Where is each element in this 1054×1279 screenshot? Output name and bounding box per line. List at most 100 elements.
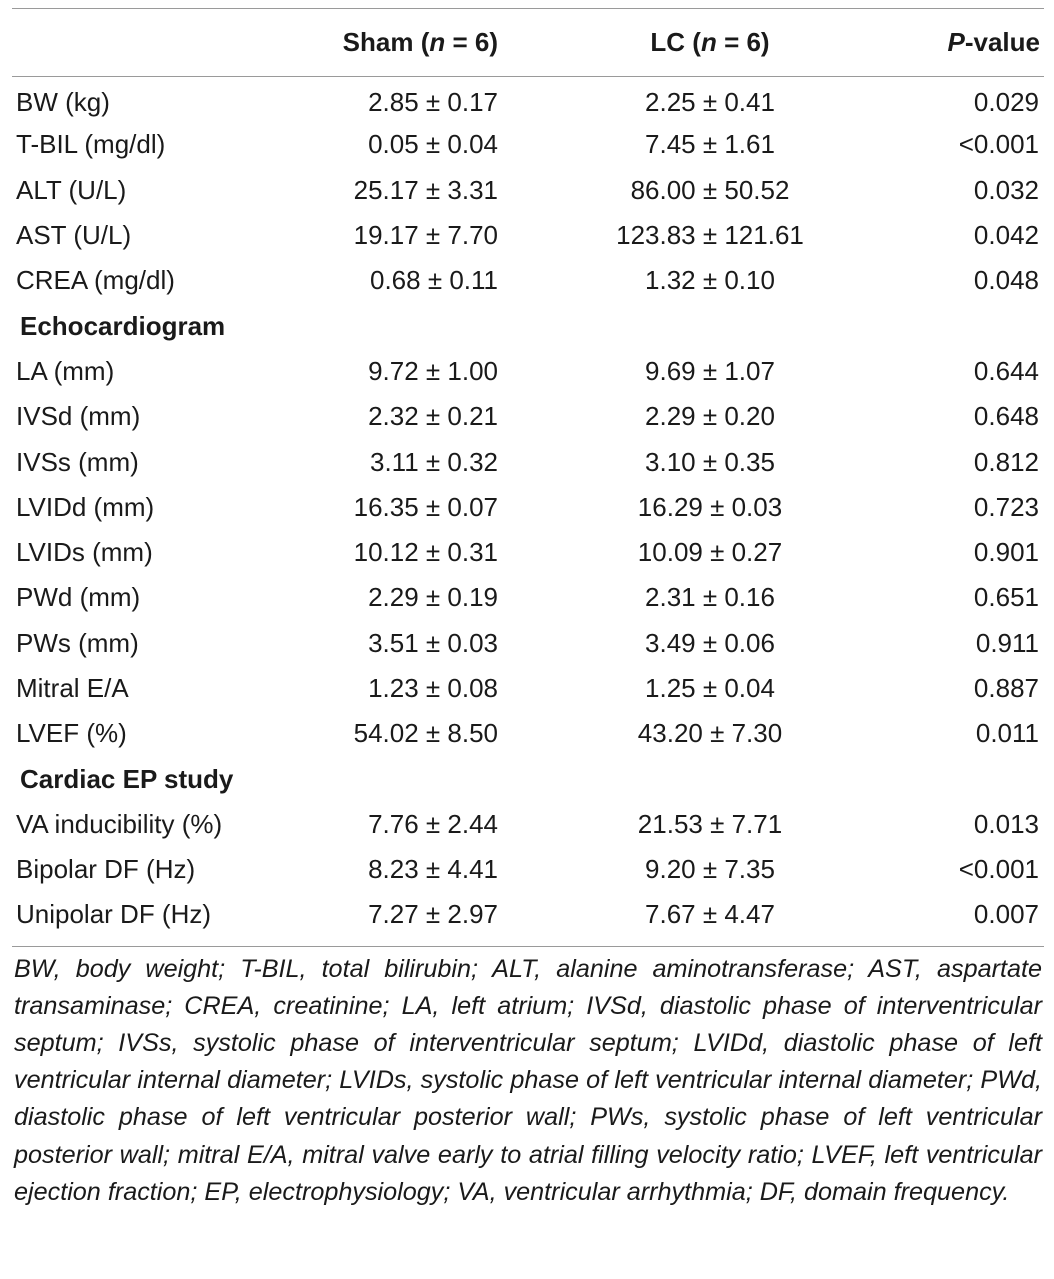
top-rule xyxy=(12,8,1044,9)
table-row: BW (kg) 2.85 ± 0.17 2.25 ± 0.41 0.029 xyxy=(12,77,1044,122)
header-p-value: P-value xyxy=(947,27,1041,57)
p-value: <0.001 xyxy=(958,854,1039,885)
sham-value: 9.72 ± 1.00 xyxy=(368,355,498,386)
sham-value: 25.17 ± 3.31 xyxy=(353,174,498,205)
header-sham: Sham (n = 6) xyxy=(342,27,498,57)
data-table: Sham (n = 6) LC (n = 6) P-value xyxy=(12,9,1044,76)
lc-value: 1.32 ± 0.10 xyxy=(645,265,775,296)
row-label: Bipolar DF (Hz) xyxy=(16,854,196,885)
row-label: CREA (mg/dl) xyxy=(16,265,175,296)
row-label: VA inducibility (%) xyxy=(16,808,223,839)
lc-value: 2.25 ± 0.41 xyxy=(645,87,775,118)
sham-value: 19.17 ± 7.70 xyxy=(353,220,498,251)
data-table-body: BW (kg) 2.85 ± 0.17 2.25 ± 0.41 0.029 T-… xyxy=(12,77,1044,938)
lc-value: 9.69 ± 1.07 xyxy=(645,355,775,386)
table-row: LVIDs (mm) 10.12 ± 0.31 10.09 ± 0.27 0.9… xyxy=(12,530,1044,575)
lc-value: 86.00 ± 50.52 xyxy=(630,174,790,205)
row-label: BW (kg) xyxy=(16,87,110,118)
p-value: 0.644 xyxy=(973,355,1039,386)
lc-value: 7.67 ± 4.47 xyxy=(645,899,775,930)
p-value: 0.011 xyxy=(975,718,1039,749)
section-title: Cardiac EP study xyxy=(20,763,234,794)
p-value: 0.032 xyxy=(973,174,1039,205)
table-header: Sham (n = 6) LC (n = 6) P-value xyxy=(12,9,1044,76)
bottom-rule xyxy=(12,945,1044,947)
row-label: LVIDs (mm) xyxy=(16,537,153,568)
table-row: LVEF (%) 54.02 ± 8.50 43.20 ± 7.30 0.011 xyxy=(12,711,1044,756)
table-row: LVIDd (mm) 16.35 ± 0.07 16.29 ± 0.03 0.7… xyxy=(12,485,1044,530)
row-label: ALT (U/L) xyxy=(16,174,127,205)
table-row: Unipolar DF (Hz) 7.27 ± 2.97 7.67 ± 4.47… xyxy=(12,892,1044,937)
table-row: CREA (mg/dl) 0.68 ± 0.11 1.32 ± 0.10 0.0… xyxy=(12,258,1044,303)
p-value: 0.651 xyxy=(973,582,1039,613)
row-label: PWs (mm) xyxy=(16,627,139,658)
row-label: T-BIL (mg/dl) xyxy=(16,129,166,160)
p-value: 0.029 xyxy=(973,87,1039,118)
row-label: LVEF (%) xyxy=(16,718,127,749)
p-value: 0.007 xyxy=(973,899,1039,930)
sham-value: 7.76 ± 2.44 xyxy=(368,808,498,839)
lc-value: 7.45 ± 1.61 xyxy=(645,129,775,160)
lc-value: 2.29 ± 0.20 xyxy=(645,401,775,432)
sham-value: 0.68 ± 0.11 xyxy=(370,265,498,296)
header-label xyxy=(12,9,272,76)
row-label: IVSs (mm) xyxy=(16,446,139,477)
table-row: Bipolar DF (Hz) 8.23 ± 4.41 9.20 ± 7.35 … xyxy=(12,847,1044,892)
lc-value: 3.10 ± 0.35 xyxy=(645,446,775,477)
row-label: PWd (mm) xyxy=(16,582,141,613)
header-rule xyxy=(12,76,1044,77)
lc-value: 21.53 ± 7.71 xyxy=(637,808,783,839)
lc-value: 9.20 ± 7.35 xyxy=(645,854,775,885)
p-value: 0.812 xyxy=(973,446,1039,477)
table-row: IVSs (mm) 3.11 ± 0.32 3.10 ± 0.35 0.812 xyxy=(12,439,1044,484)
table-row: AST (U/L) 19.17 ± 7.70 123.83 ± 121.61 0… xyxy=(12,213,1044,258)
sham-value: 8.23 ± 4.41 xyxy=(368,854,498,885)
table-row: Mitral E/A 1.23 ± 0.08 1.25 ± 0.04 0.887 xyxy=(12,666,1044,711)
p-value: 0.042 xyxy=(973,220,1039,251)
sham-value: 3.11 ± 0.32 xyxy=(370,446,498,477)
sham-value: 16.35 ± 0.07 xyxy=(353,491,498,522)
lc-value: 123.83 ± 121.61 xyxy=(616,220,804,251)
row-label: Unipolar DF (Hz) xyxy=(16,899,212,930)
table-row: T-BIL (mg/dl) 0.05 ± 0.04 7.45 ± 1.61 <0… xyxy=(12,122,1044,167)
table-row: IVSd (mm) 2.32 ± 0.21 2.29 ± 0.20 0.648 xyxy=(12,394,1044,439)
section-heading-cardiac-ep-study: Cardiac EP study xyxy=(12,756,1044,801)
sham-value: 0.05 ± 0.04 xyxy=(368,129,498,160)
sham-value: 7.27 ± 2.97 xyxy=(368,899,498,930)
sham-value: 2.85 ± 0.17 xyxy=(368,87,498,118)
section-heading-echocardiogram: Echocardiogram xyxy=(12,303,1044,348)
lc-value: 43.20 ± 7.30 xyxy=(637,718,783,749)
table-container: Sham (n = 6) LC (n = 6) P-value BW (kg) … xyxy=(12,8,1044,1211)
p-value: 0.048 xyxy=(973,265,1039,296)
sham-value: 2.32 ± 0.21 xyxy=(368,401,498,432)
lc-value: 1.25 ± 0.04 xyxy=(645,673,775,703)
p-value: 0.723 xyxy=(973,491,1039,522)
lc-value: 16.29 ± 0.03 xyxy=(637,491,783,522)
table-row: PWd (mm) 2.29 ± 0.19 2.31 ± 0.16 0.651 xyxy=(12,575,1044,620)
lc-value: 2.31 ± 0.16 xyxy=(645,582,775,613)
lc-value: 10.09 ± 0.27 xyxy=(637,537,783,568)
p-value: <0.001 xyxy=(958,129,1039,160)
row-label: AST (U/L) xyxy=(16,220,132,251)
table-footnote: BW, body weight; T-BIL, total bilirubin;… xyxy=(14,954,1042,1206)
p-value: 0.911 xyxy=(975,627,1039,658)
row-label: LA (mm) xyxy=(16,355,115,386)
row-label: IVSd (mm) xyxy=(16,401,141,432)
table-row: PWs (mm) 3.51 ± 0.03 3.49 ± 0.06 0.911 xyxy=(12,621,1044,666)
p-value: 0.901 xyxy=(973,537,1039,568)
p-value: 0.648 xyxy=(973,401,1039,432)
row-label: LVIDd (mm) xyxy=(16,491,155,522)
p-value: 0.887 xyxy=(973,673,1039,703)
row-label: Mitral E/A xyxy=(16,673,129,703)
lc-value: 3.49 ± 0.06 xyxy=(645,627,775,658)
table-row: VA inducibility (%) 7.76 ± 2.44 21.53 ± … xyxy=(12,802,1044,847)
section-title: Echocardiogram xyxy=(20,310,226,341)
sham-value: 10.12 ± 0.31 xyxy=(353,537,498,568)
sham-value: 3.51 ± 0.03 xyxy=(368,627,498,658)
table-row: LA (mm) 9.72 ± 1.00 9.69 ± 1.07 0.644 xyxy=(12,349,1044,394)
sham-value: 2.29 ± 0.19 xyxy=(368,582,498,613)
table-row: ALT (U/L) 25.17 ± 3.31 86.00 ± 50.52 0.0… xyxy=(12,168,1044,213)
header-lc: LC (n = 6) xyxy=(650,27,770,57)
sham-value: 1.23 ± 0.08 xyxy=(368,673,498,703)
sham-value: 54.02 ± 8.50 xyxy=(353,718,498,749)
